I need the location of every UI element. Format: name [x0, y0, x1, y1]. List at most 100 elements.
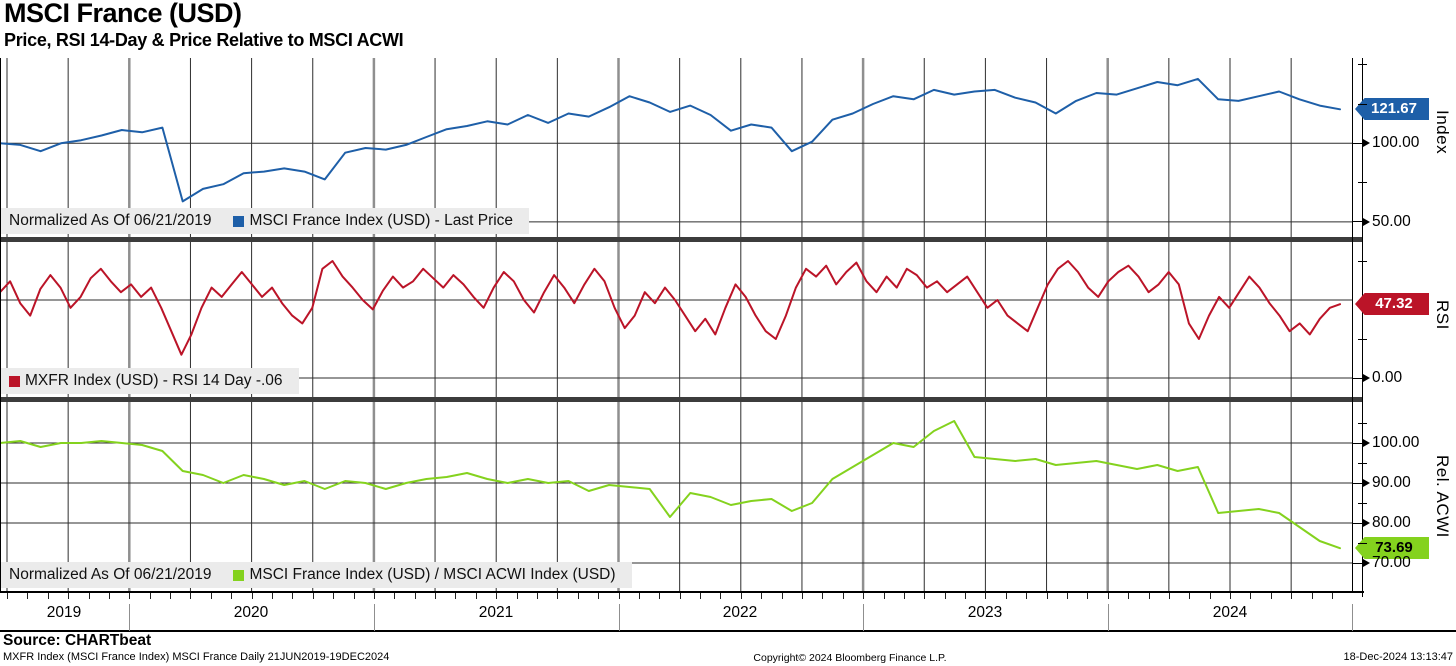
month-tick — [1026, 593, 1028, 599]
y-tick-label: 100.00 — [1372, 434, 1420, 451]
month-tick — [557, 593, 559, 599]
year-separator — [373, 604, 375, 631]
month-tick — [1087, 593, 1089, 599]
month-tick — [598, 593, 600, 599]
y-minor-tick — [1358, 64, 1367, 66]
normalized-note: Normalized As Of 06/21/2019 — [9, 212, 212, 229]
y-minor-tick — [1358, 462, 1367, 464]
price-panel: Normalized As Of 06/21/2019 MSCI France … — [0, 58, 1352, 237]
rsi-last-value-badge: 47.32 — [1355, 293, 1429, 315]
y-tick-arrow — [1363, 374, 1370, 383]
y-tick-arrow — [1363, 479, 1370, 487]
month-tick — [842, 593, 844, 599]
plot-right-border — [1352, 58, 1353, 592]
copyright-label: Copyright© 2024 Bloomberg Finance L.P. — [753, 652, 947, 664]
month-tick — [700, 593, 701, 599]
year-label: 2019 — [46, 604, 82, 621]
year-separator — [1107, 604, 1109, 631]
month-tick — [1311, 593, 1313, 599]
month-tick — [373, 593, 375, 599]
y-tick-line — [1352, 522, 1364, 524]
y-tick-line — [1352, 442, 1364, 444]
month-tick — [903, 593, 905, 599]
month-tick — [720, 593, 722, 599]
page-subtitle: Price, RSI 14-Day & Price Relative to MS… — [4, 30, 404, 50]
y-tick-label: 100.00 — [1372, 134, 1420, 152]
year-label: 2021 — [478, 604, 514, 621]
y-tick-arrow — [1363, 217, 1370, 226]
y-tick-arrow — [1363, 559, 1370, 567]
year-separator — [1352, 604, 1354, 631]
month-tick — [210, 593, 212, 599]
y-minor-tick — [1358, 103, 1367, 105]
y-minor-tick — [1358, 542, 1367, 544]
year-label: 2020 — [233, 604, 269, 621]
chart-detail-label: MXFR Index (MSCI France Index) MSCI Fran… — [3, 651, 390, 663]
month-tick — [781, 593, 783, 599]
y-tick-line — [1352, 562, 1364, 564]
month-tick — [801, 593, 803, 599]
month-tick — [1046, 593, 1048, 599]
rsi-panel: MXFR Index (USD) - RSI 14 Day -.06 — [0, 242, 1352, 397]
price-legend: Normalized As Of 06/21/2019 MSCI France … — [0, 208, 530, 234]
timestamp-label: 18-Dec-2024 13:13:47 — [1343, 651, 1453, 663]
price-axis-title: Index — [1433, 110, 1452, 155]
price-legend-label: MSCI France Index (USD) - Last Price — [249, 212, 514, 229]
panel-separator — [0, 397, 1363, 402]
relative-legend-swatch — [233, 569, 245, 581]
month-tick — [679, 593, 681, 599]
y-tick-line — [1352, 482, 1364, 484]
month-tick — [435, 593, 436, 599]
month-tick — [88, 593, 90, 599]
rsi-legend-label: MXFR Index (USD) - RSI 14 Day -.06 — [25, 372, 283, 389]
rsi-legend-swatch — [9, 375, 20, 387]
y-tick-label: 0.00 — [1372, 369, 1403, 387]
month-tick — [1270, 593, 1272, 599]
y-tick-line — [1352, 142, 1364, 144]
y-tick-label: 90.00 — [1372, 474, 1411, 491]
month-tick — [740, 593, 742, 599]
footer-divider-line — [0, 630, 1456, 632]
y-tick-label: 50.00 — [1372, 212, 1411, 230]
y-tick-label: 70.00 — [1372, 554, 1411, 571]
y-tick-line — [1352, 377, 1364, 379]
month-tick — [333, 593, 335, 599]
month-tick — [1331, 593, 1333, 599]
month-tick — [1230, 593, 1231, 599]
month-tick — [394, 593, 396, 599]
relative-axis-title: Rel. ACWI — [1433, 455, 1452, 538]
month-tick — [190, 593, 192, 599]
month-tick — [1209, 593, 1211, 599]
month-tick — [496, 593, 498, 599]
year-label: 2024 — [1212, 604, 1248, 621]
page-title: MSCI France (USD) — [4, 0, 242, 28]
y-tick-arrow — [1363, 519, 1370, 527]
price-legend-swatch — [233, 215, 245, 227]
year-separator — [129, 604, 131, 631]
year-separator — [863, 604, 865, 631]
month-tick — [516, 593, 518, 599]
month-tick — [1189, 593, 1191, 599]
month-tick — [251, 593, 253, 599]
rsi-chart-svg — [0, 242, 1352, 397]
relative-panel: Normalized As Of 06/21/2019 MSCI France … — [0, 402, 1352, 591]
month-tick — [47, 593, 49, 599]
month-tick — [965, 593, 966, 599]
month-tick — [1066, 593, 1068, 599]
month-tick — [27, 593, 29, 599]
month-tick — [149, 593, 151, 599]
relative-chart-svg — [0, 402, 1352, 591]
month-tick — [170, 593, 172, 599]
rsi-line — [0, 260, 1341, 356]
month-tick — [231, 593, 233, 599]
year-label: 2023 — [967, 604, 1003, 621]
month-tick — [475, 593, 477, 599]
month-tick — [312, 593, 314, 599]
month-tick — [659, 593, 661, 599]
month-tick — [414, 593, 416, 599]
y-minor-tick — [1358, 422, 1367, 424]
month-tick — [618, 593, 620, 599]
relative-legend-label: MSCI France Index (USD) / MSCI ACWI Inde… — [249, 566, 616, 583]
y-minor-tick — [1358, 260, 1367, 262]
rsi-axis-title: RSI — [1433, 300, 1452, 330]
